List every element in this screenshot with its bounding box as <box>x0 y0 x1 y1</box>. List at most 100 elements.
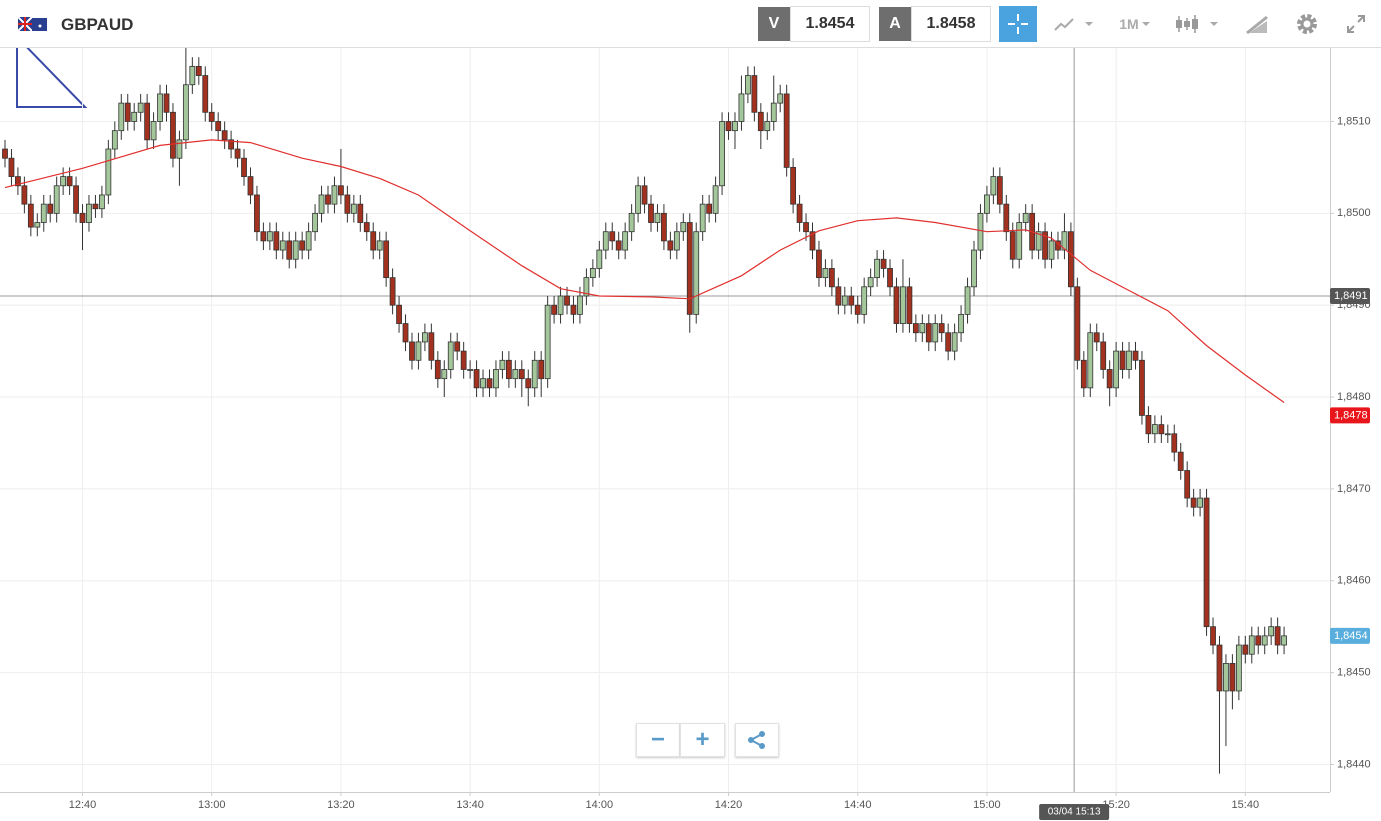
buy-label[interactable]: A <box>879 7 911 41</box>
x-tick-label: 14:40 <box>844 799 872 811</box>
candle-body <box>1242 644 1249 655</box>
candle-body <box>538 359 545 380</box>
candle-body <box>15 176 21 187</box>
share-button[interactable] <box>735 723 779 757</box>
candle-body <box>1132 350 1139 361</box>
candle-body <box>880 258 887 269</box>
expand-button[interactable] <box>1336 6 1376 42</box>
candle-body <box>1151 424 1158 435</box>
chart: 1,84401,84501,84601,84701,84801,84901,85… <box>0 48 1371 820</box>
candle-body <box>1197 497 1203 508</box>
candle-body <box>350 203 357 214</box>
candle-body <box>551 304 557 315</box>
candle-body <box>661 212 667 242</box>
candle-body <box>667 240 674 251</box>
candle-body <box>609 231 616 242</box>
candle-body <box>887 268 893 288</box>
price-marker-label: 1,8478 <box>1334 409 1368 421</box>
candle-body <box>725 121 732 132</box>
candle-body <box>699 203 706 233</box>
candle-body <box>751 75 758 113</box>
x-tick-label: 15:00 <box>973 799 1001 811</box>
candle-body <box>1158 424 1165 435</box>
candle-body <box>454 341 461 352</box>
candle-body <box>260 231 267 242</box>
candle-body <box>1190 497 1197 508</box>
candle-body <box>1126 350 1132 370</box>
drawing-triangle[interactable] <box>16 48 88 108</box>
x-tick-label: 15:40 <box>1232 799 1260 811</box>
plot-area <box>0 48 1330 792</box>
candle-body <box>570 304 577 315</box>
timeframe[interactable]: 1M <box>1110 6 1162 42</box>
candle-body <box>680 222 687 233</box>
candle-body <box>583 277 590 297</box>
candle-body <box>822 268 829 279</box>
candle-body <box>602 231 609 251</box>
candle-body <box>867 277 874 288</box>
candle-body <box>331 185 338 205</box>
candle-body <box>557 295 564 315</box>
sell-label[interactable]: V <box>758 7 790 41</box>
candle-body <box>1164 433 1171 436</box>
crosshair-price-label: 1,8491 <box>1334 290 1368 302</box>
sell-price[interactable]: 1.8454 <box>790 6 870 42</box>
candle-button[interactable] <box>1170 6 1226 42</box>
candle-body <box>131 111 138 122</box>
candle-body <box>460 350 467 370</box>
candle-body <box>73 185 79 214</box>
candle-body <box>53 185 60 214</box>
candle-body <box>480 378 486 389</box>
chart-type-button[interactable] <box>1045 6 1105 42</box>
candle-body <box>383 240 390 279</box>
candle-body <box>925 323 932 343</box>
zoom-out-button[interactable]: − <box>636 723 680 757</box>
candle-body <box>531 359 538 389</box>
grid <box>0 48 1330 792</box>
candle-body <box>673 231 680 251</box>
toolbar: GBPAUD V 1.8454 A 1.8458 1M <box>0 0 1381 48</box>
candle-body <box>841 295 848 306</box>
candle-body <box>816 249 822 279</box>
zoom-in-button[interactable]: + <box>680 723 725 757</box>
candle-body <box>338 185 344 196</box>
candle-body <box>803 222 809 233</box>
candle-body <box>47 203 54 214</box>
candle-body <box>1068 231 1074 288</box>
candle-body <box>176 139 183 159</box>
crosshair-button[interactable] <box>999 6 1037 42</box>
candle-body <box>105 148 112 196</box>
candle-body <box>195 65 202 76</box>
candle-body <box>977 212 984 251</box>
candle-body <box>777 93 784 104</box>
candle-body <box>1274 626 1281 646</box>
y-tick-label: 1,8440 <box>1337 758 1371 770</box>
candle-body <box>325 194 331 205</box>
candle-body <box>363 222 370 233</box>
candle-body <box>848 295 855 306</box>
candle-body <box>589 268 596 279</box>
candle-body <box>945 332 952 352</box>
draw-button[interactable] <box>1235 6 1281 42</box>
candle-body <box>990 176 997 196</box>
candle-body <box>228 139 235 150</box>
candle-body <box>40 203 47 223</box>
candle-body <box>273 231 280 251</box>
settings-button[interactable] <box>1288 6 1326 42</box>
candle-body <box>370 231 377 251</box>
candle-body <box>635 185 641 214</box>
buy-price[interactable]: 1.8458 <box>911 6 991 42</box>
candle-body <box>984 194 990 214</box>
candle-body <box>34 222 41 228</box>
candle-body <box>157 93 163 122</box>
y-tick-label: 1,8450 <box>1337 666 1371 678</box>
candle-body <box>764 121 771 132</box>
candle-body <box>86 203 92 223</box>
candle-body <box>1184 470 1191 499</box>
candle-body <box>1255 635 1262 646</box>
x-tick-label: 14:00 <box>586 799 614 811</box>
candle-body <box>344 194 351 214</box>
candle-body <box>809 231 816 251</box>
x-tick-label: 14:20 <box>715 799 743 811</box>
